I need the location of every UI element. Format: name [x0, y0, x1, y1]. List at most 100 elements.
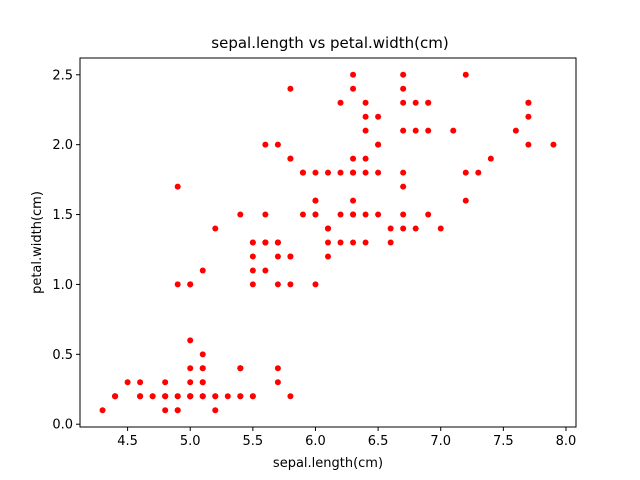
data-point: [224, 393, 231, 400]
data-point: [212, 407, 219, 414]
data-point: [99, 407, 106, 414]
data-points: [99, 71, 557, 414]
data-point: [387, 225, 394, 232]
data-point: [124, 379, 131, 386]
data-point: [362, 99, 369, 106]
data-point: [262, 211, 269, 218]
data-point: [325, 225, 331, 232]
data-point: [199, 365, 206, 372]
x-tick-label: 8.0: [556, 434, 577, 449]
data-point: [187, 365, 194, 372]
data-point: [375, 113, 382, 120]
data-point: [262, 239, 269, 246]
data-point: [187, 379, 194, 386]
x-axis: 4.5 5.0 5.5 6.0 6.5 7.0 7.5 8.0: [117, 427, 576, 449]
data-point: [425, 211, 432, 218]
data-point: [199, 267, 206, 274]
y-axis: 0.0 0.5 1.0 1.5 2.0 2.5: [52, 68, 80, 433]
data-point: [212, 225, 219, 232]
data-point: [412, 99, 419, 106]
data-point: [299, 211, 306, 218]
data-point: [174, 281, 181, 288]
data-point: [312, 197, 319, 204]
data-point: [112, 393, 119, 400]
data-point: [162, 407, 169, 414]
data-point: [412, 127, 419, 134]
data-point: [375, 169, 382, 176]
data-point: [400, 183, 407, 190]
data-point: [337, 211, 344, 218]
data-point: [299, 169, 306, 176]
data-point: [287, 281, 294, 288]
data-point: [550, 141, 557, 148]
data-point: [362, 169, 369, 176]
data-point: [312, 281, 319, 288]
data-point: [437, 225, 444, 232]
data-point: [249, 267, 256, 274]
data-point: [162, 379, 169, 386]
data-point: [425, 99, 432, 106]
data-point: [375, 211, 382, 218]
data-point: [487, 155, 494, 162]
data-point: [174, 183, 181, 190]
x-tick-label: 6.5: [368, 434, 389, 449]
y-tick-label: 1.0: [52, 278, 73, 293]
data-point: [137, 379, 144, 386]
data-point: [525, 113, 532, 120]
x-tick-label: 7.0: [430, 434, 451, 449]
y-tick-label: 2.5: [52, 68, 73, 83]
y-axis-label: petal.width(cm): [30, 191, 45, 294]
data-point: [287, 85, 294, 92]
x-tick-label: 5.5: [243, 434, 264, 449]
data-point: [262, 141, 269, 148]
data-point: [412, 225, 419, 232]
data-point: [199, 393, 206, 400]
x-tick-label: 7.5: [493, 434, 514, 449]
data-point: [287, 155, 294, 162]
data-point: [149, 393, 156, 400]
data-point: [174, 407, 181, 414]
data-point: [337, 239, 344, 246]
data-point: [475, 169, 482, 176]
data-point: [199, 379, 206, 386]
data-point: [400, 225, 407, 232]
x-axis-label: sepal.length(cm): [273, 456, 383, 471]
data-point: [237, 365, 244, 372]
data-point: [187, 337, 194, 344]
data-point: [400, 85, 407, 92]
data-point: [237, 211, 244, 218]
data-point: [274, 141, 281, 148]
data-point: [287, 253, 294, 260]
data-point: [325, 253, 331, 260]
data-point: [400, 99, 407, 106]
data-point: [337, 99, 344, 106]
data-point: [350, 85, 357, 92]
data-point: [249, 239, 256, 246]
data-point: [450, 127, 457, 134]
x-tick-label: 5.0: [180, 434, 201, 449]
data-point: [187, 393, 194, 400]
data-point: [262, 267, 269, 274]
data-point: [199, 351, 206, 358]
y-tick-label: 0.5: [52, 348, 73, 363]
data-point: [400, 127, 407, 134]
data-point: [187, 281, 194, 288]
data-point: [249, 281, 256, 288]
data-point: [162, 393, 169, 400]
data-point: [525, 141, 532, 148]
chart-title: sepal.length vs petal.width(cm): [211, 34, 448, 52]
y-tick-label: 0.0: [52, 418, 73, 433]
data-point: [350, 155, 357, 162]
data-point: [337, 169, 344, 176]
data-point: [212, 393, 219, 400]
x-tick-label: 6.0: [305, 434, 326, 449]
data-point: [325, 239, 331, 246]
data-point: [137, 393, 144, 400]
data-point: [350, 169, 357, 176]
data-point: [350, 239, 357, 246]
data-point: [274, 379, 281, 386]
data-point: [274, 253, 281, 260]
data-point: [462, 197, 469, 204]
data-point: [274, 365, 281, 372]
